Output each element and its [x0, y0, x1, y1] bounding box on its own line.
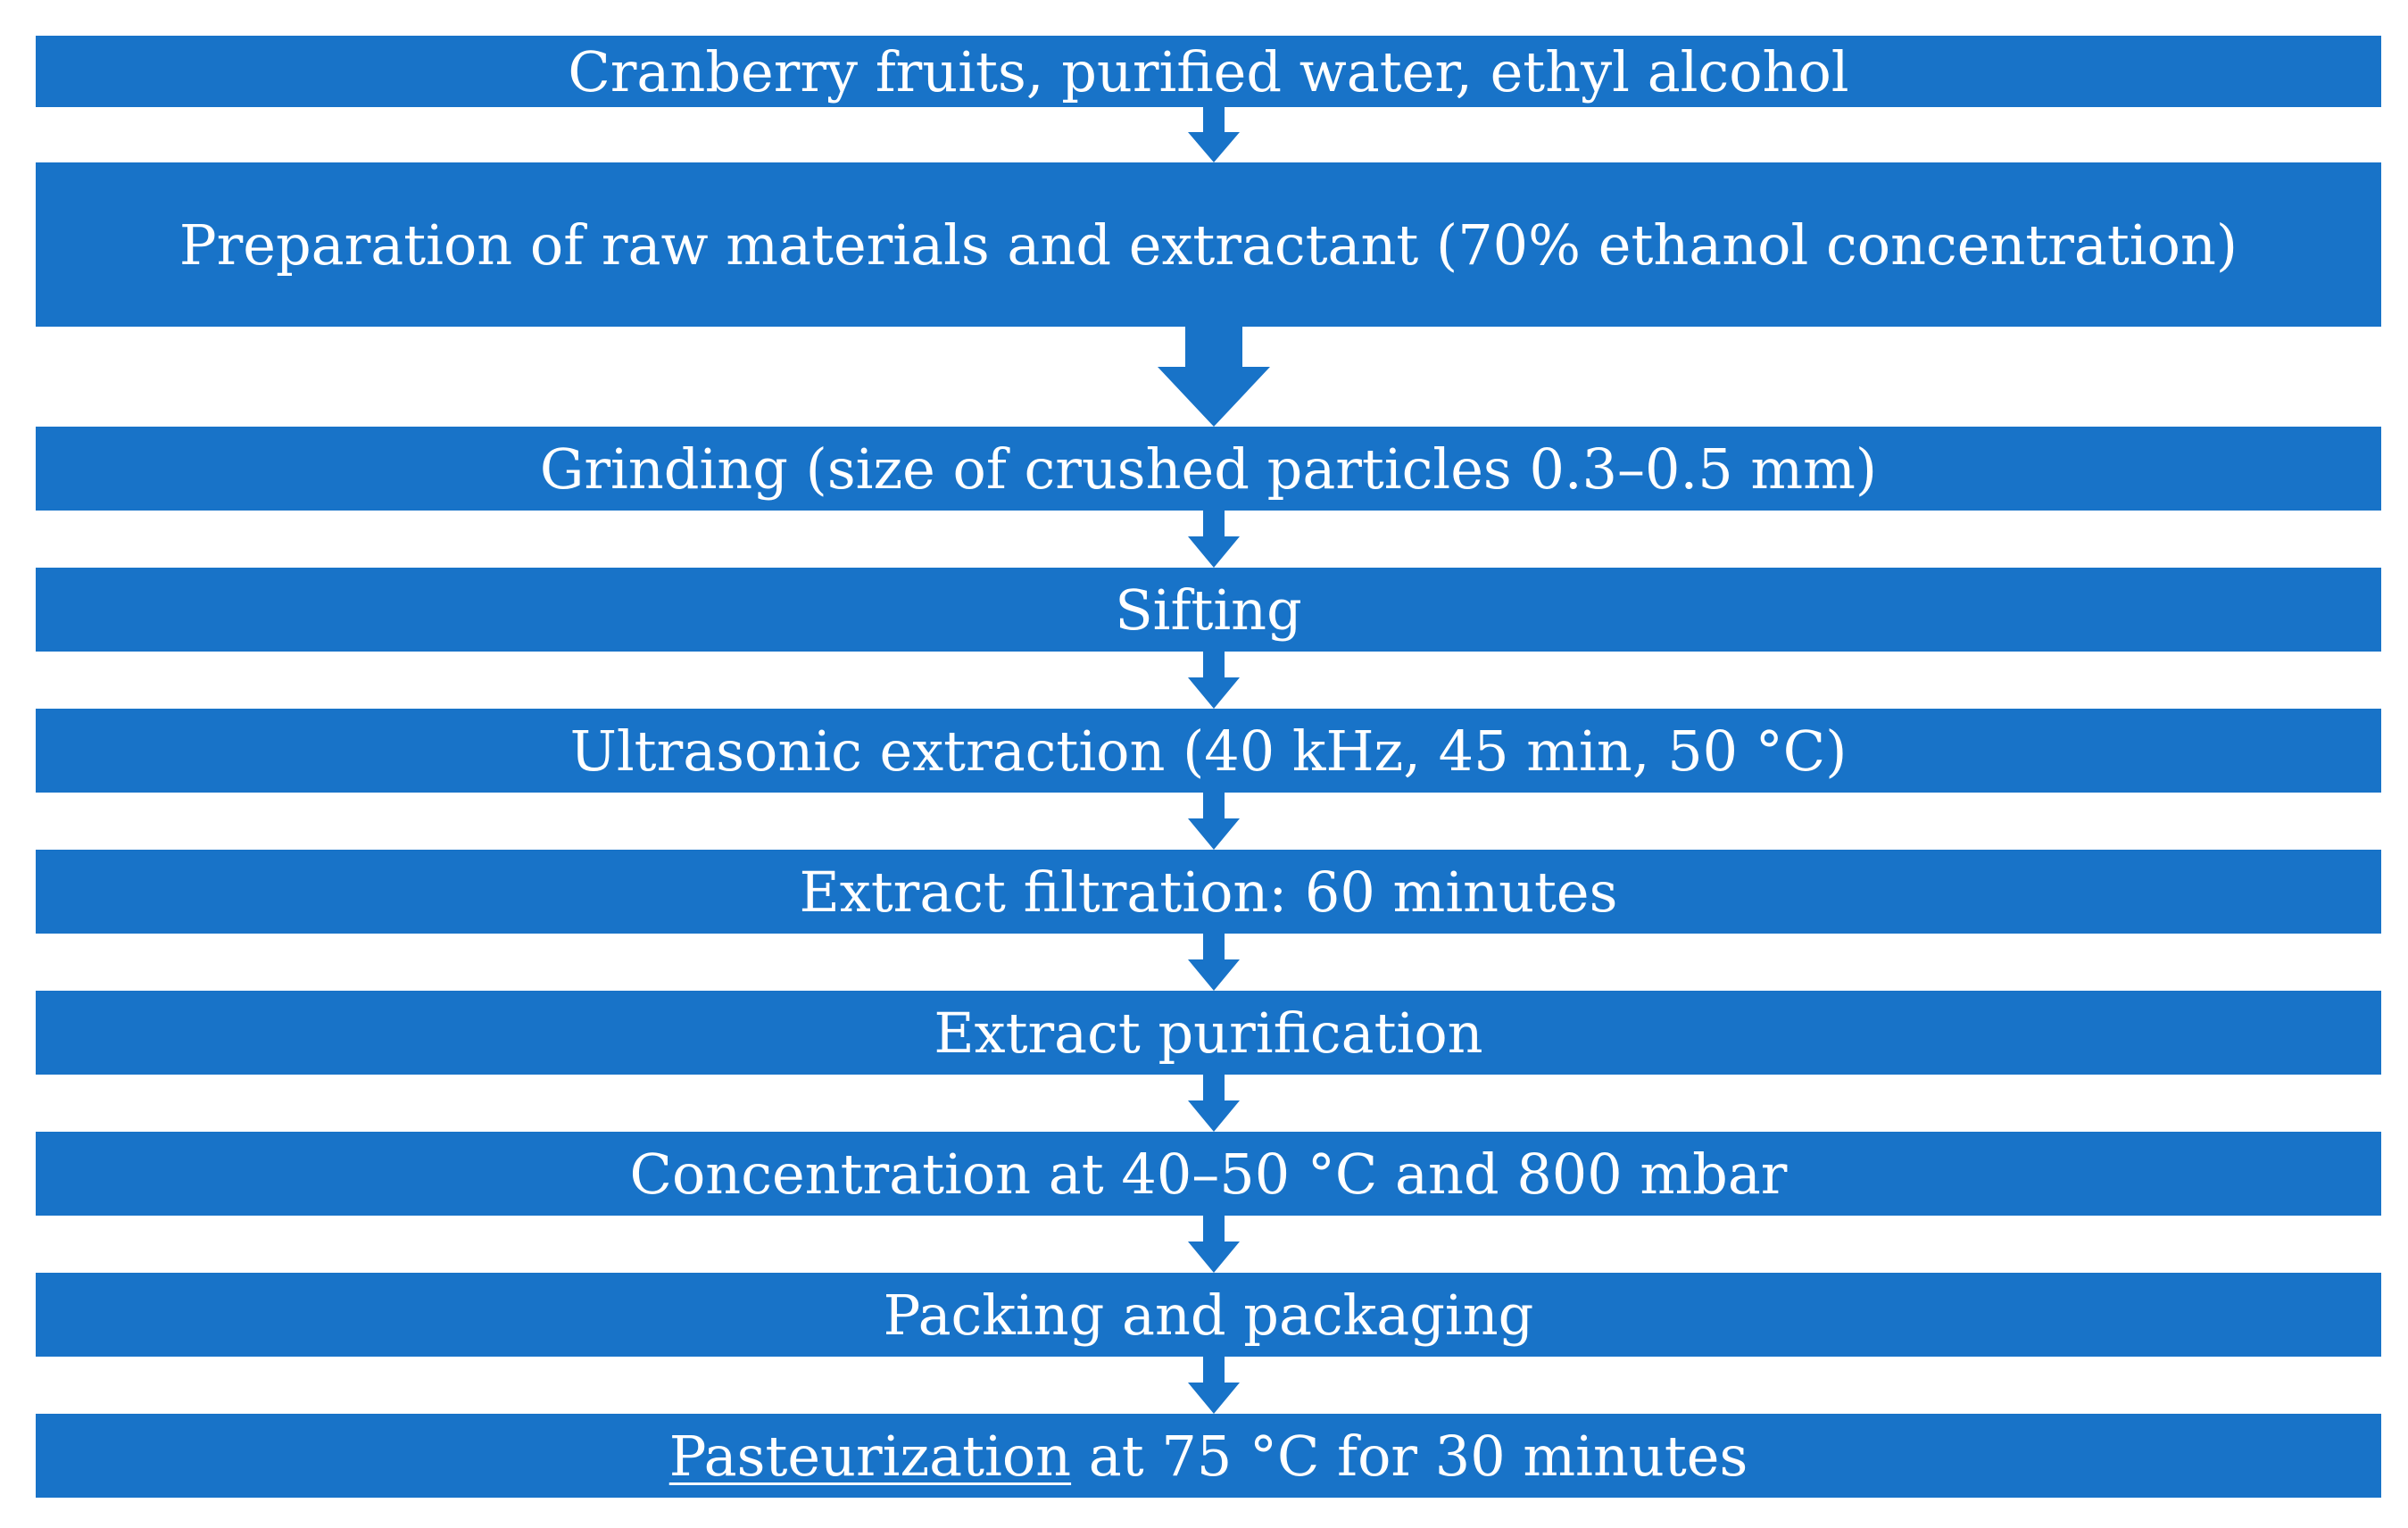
step-pasteurization: Pasteurization at 75 °C for 30 minutes — [36, 1414, 2381, 1498]
step-label: Concentration at 40–50 °C and 800 mbar — [629, 1141, 1788, 1207]
step-label: Cranberry fruits, purified water, ethyl … — [568, 38, 1849, 104]
step-label: Extract filtration: 60 minutes — [799, 859, 1618, 925]
step-label: at 75 °C for 30 minutes — [1071, 1423, 1748, 1489]
step-sifting: Sifting — [36, 568, 2381, 652]
down-arrow-icon — [1188, 793, 1240, 850]
down-arrow-icon — [1188, 652, 1240, 709]
step-label: Packing and packaging — [883, 1282, 1534, 1348]
down-arrow-icon — [1188, 107, 1240, 162]
step-grinding: Grinding (size of crushed particles 0.3–… — [36, 427, 2381, 511]
down-arrow-icon — [1158, 327, 1270, 427]
step-label: Preparation of raw materials and extract… — [179, 212, 2238, 278]
step-label: Grinding (size of crushed particles 0.3–… — [539, 436, 1878, 502]
step-label: Extract purification — [934, 1000, 1483, 1066]
step-preparation: Preparation of raw materials and extract… — [36, 162, 2381, 327]
step-label: Ultrasonic extraction (40 kHz, 45 min, 5… — [569, 718, 1848, 784]
down-arrow-icon — [1188, 1075, 1240, 1132]
down-arrow-icon — [1188, 1216, 1240, 1273]
down-arrow-icon — [1188, 511, 1240, 568]
step-packing: Packing and packaging — [36, 1273, 2381, 1357]
step-ultrasonic-extraction: Ultrasonic extraction (40 kHz, 45 min, 5… — [36, 709, 2381, 793]
step-label-underlined: Pasteurization — [668, 1423, 1072, 1489]
step-extract-filtration: Extract filtration: 60 minutes — [36, 850, 2381, 934]
step-raw-inputs: Cranberry fruits, purified water, ethyl … — [36, 36, 2381, 107]
down-arrow-icon — [1188, 1357, 1240, 1414]
step-extract-purification: Extract purification — [36, 991, 2381, 1075]
step-concentration: Concentration at 40–50 °C and 800 mbar — [36, 1132, 2381, 1216]
down-arrow-icon — [1188, 934, 1240, 991]
step-label: Sifting — [1115, 577, 1302, 643]
